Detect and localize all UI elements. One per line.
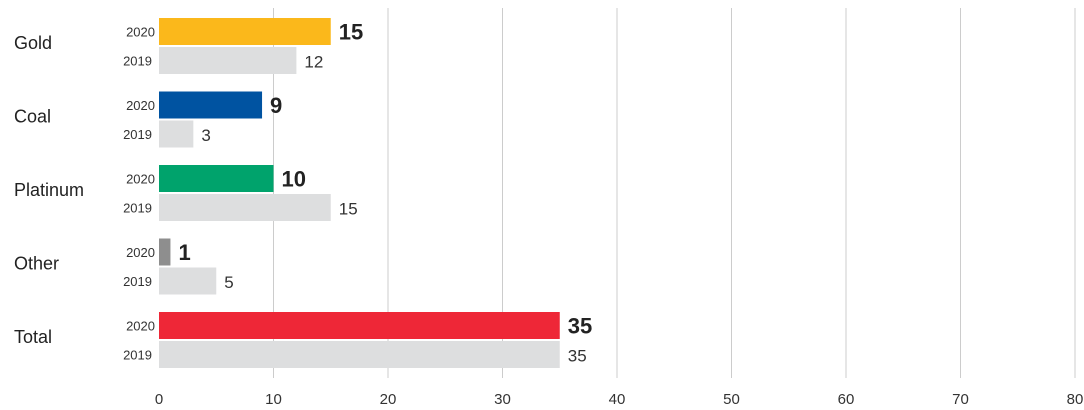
category-label: Coal xyxy=(14,107,51,127)
bar-2020 xyxy=(159,312,560,339)
data-label-2019: 5 xyxy=(224,273,233,292)
data-label-2019: 35 xyxy=(568,347,587,366)
year-label-2019: 2019 xyxy=(123,274,152,289)
x-tick-label: 80 xyxy=(1067,391,1084,408)
bar-2019 xyxy=(159,120,194,148)
year-label-2019: 2019 xyxy=(123,201,152,216)
bar-2020 xyxy=(159,91,263,119)
bar-2019 xyxy=(159,47,297,74)
data-label-2020: 35 xyxy=(568,314,592,339)
x-tick-label: 70 xyxy=(952,391,969,408)
data-label-2019: 15 xyxy=(339,200,358,219)
data-label-2020: 9 xyxy=(270,93,282,118)
category-label: Platinum xyxy=(14,180,84,200)
year-label-2020: 2020 xyxy=(126,245,155,260)
data-label-2019: 12 xyxy=(304,53,323,72)
year-label-2020: 2020 xyxy=(126,25,155,40)
x-tick-label: 50 xyxy=(723,391,740,408)
x-axis: 0 10 20 30 40 50 60 70 80 xyxy=(155,391,1084,408)
x-tick-label: 0 xyxy=(155,391,163,408)
bars xyxy=(159,18,560,368)
category-label: Total xyxy=(14,327,52,347)
labels: Gold202020191512Coal2020201993Platinum20… xyxy=(14,20,592,366)
bar-2020 xyxy=(159,238,171,266)
year-label-2020: 2020 xyxy=(126,319,155,334)
x-tick-label: 10 xyxy=(265,391,282,408)
x-tick-label: 60 xyxy=(838,391,855,408)
year-label-2020: 2020 xyxy=(126,98,155,113)
bar-2020 xyxy=(159,165,274,192)
year-label-2019: 2019 xyxy=(123,54,152,69)
category-label: Gold xyxy=(14,33,52,53)
year-label-2020: 2020 xyxy=(126,172,155,187)
bar-2019 xyxy=(159,267,217,295)
bar-2019 xyxy=(159,194,331,221)
data-label-2020: 1 xyxy=(178,240,190,265)
data-label-2020: 15 xyxy=(339,20,363,45)
year-label-2019: 2019 xyxy=(123,348,152,363)
x-tick-label: 40 xyxy=(609,391,626,408)
data-label-2019: 3 xyxy=(201,126,210,145)
bar-2019 xyxy=(159,341,560,368)
x-tick-label: 30 xyxy=(494,391,511,408)
category-label: Other xyxy=(14,254,59,274)
gridlines xyxy=(273,8,1076,378)
year-label-2019: 2019 xyxy=(123,127,152,142)
x-tick-label: 20 xyxy=(380,391,397,408)
data-label-2020: 10 xyxy=(282,167,306,192)
bar-2020 xyxy=(159,18,331,45)
